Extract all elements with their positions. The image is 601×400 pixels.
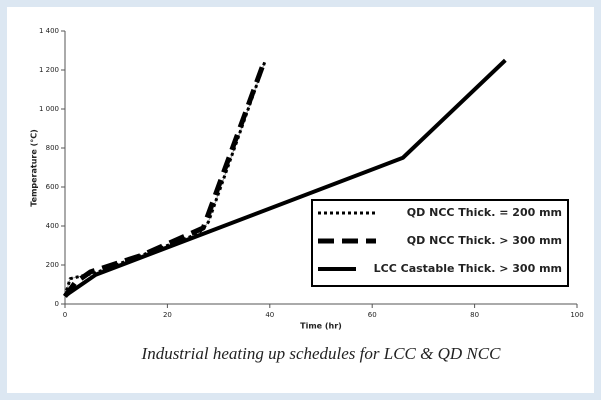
y-tick-label: 0 (55, 300, 59, 308)
series-line (63, 59, 268, 298)
legend-label: QD NCC Thick. = 200 mm (407, 206, 562, 219)
x-tick-label: 80 (470, 311, 479, 319)
y-tick-label: 1 000 (39, 105, 59, 113)
y-tick-label: 1 400 (39, 27, 59, 35)
caption: Industrial heating up schedules for LCC … (141, 344, 502, 363)
x-tick-label: 20 (163, 311, 172, 319)
y-tick-label: 600 (46, 183, 59, 191)
x-tick-label: 0 (63, 311, 67, 319)
series-line (63, 58, 507, 298)
x-axis-label: Time (hr) (300, 322, 342, 331)
x-tick-label: 100 (570, 311, 583, 319)
legend-label: LCC Castable Thick. > 300 mm (374, 262, 562, 275)
y-tick-label: 800 (46, 144, 59, 152)
x-tick-label: 40 (265, 311, 274, 319)
y-tick-label: 400 (46, 222, 59, 230)
legend-label: QD NCC Thick. > 300 mm (407, 234, 562, 247)
x-tick-label: 60 (368, 311, 377, 319)
y-axis-label: Temperature (°C) (30, 129, 39, 207)
y-tick-label: 1 200 (39, 66, 59, 74)
y-tick-label: 200 (46, 261, 59, 269)
